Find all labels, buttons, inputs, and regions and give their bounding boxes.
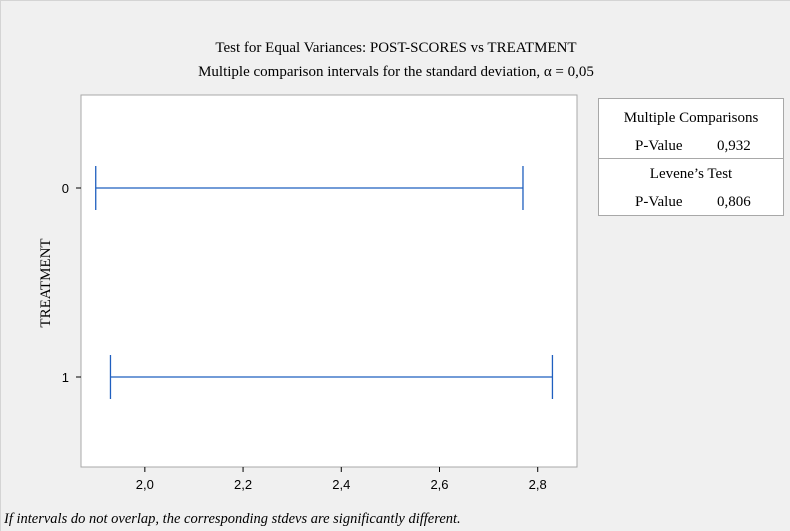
results-table: Multiple Comparisons P-Value 0,932 Leven… xyxy=(598,98,784,216)
results-divider xyxy=(599,158,783,159)
intervals-layer xyxy=(95,166,554,399)
y-tick-label: 0 xyxy=(62,181,69,196)
x-tick-label: 2,8 xyxy=(529,477,547,492)
x-tick-label: 2,4 xyxy=(332,477,350,492)
x-tick-label: 2,2 xyxy=(234,477,252,492)
multiple-comparisons-p-label: P-Value xyxy=(635,138,683,154)
levene-p-label: P-Value xyxy=(635,194,683,210)
x-tick-label: 2,6 xyxy=(430,477,448,492)
x-tick-label: 2,0 xyxy=(136,477,154,492)
chart-title: Test for Equal Variances: POST-SCORES vs… xyxy=(215,40,576,56)
x-axis: 2,0 2,2 2,4 2,6 2,8 xyxy=(136,467,547,492)
y-tick-label: 1 xyxy=(62,370,69,385)
levene-p-value: 0,806 xyxy=(717,194,751,210)
multiple-comparisons-p-value: 0,932 xyxy=(717,138,751,154)
levene-heading: Levene’s Test xyxy=(649,166,733,182)
footnote: If intervals do not overlap, the corresp… xyxy=(4,511,461,527)
y-axis-title: TREATMENT xyxy=(38,238,54,327)
multiple-comparisons-heading: Multiple Comparisons xyxy=(623,110,759,126)
plot-area xyxy=(80,94,578,468)
y-axis: 01 xyxy=(62,181,81,385)
chart-subtitle: Multiple comparison intervals for the st… xyxy=(198,64,594,80)
